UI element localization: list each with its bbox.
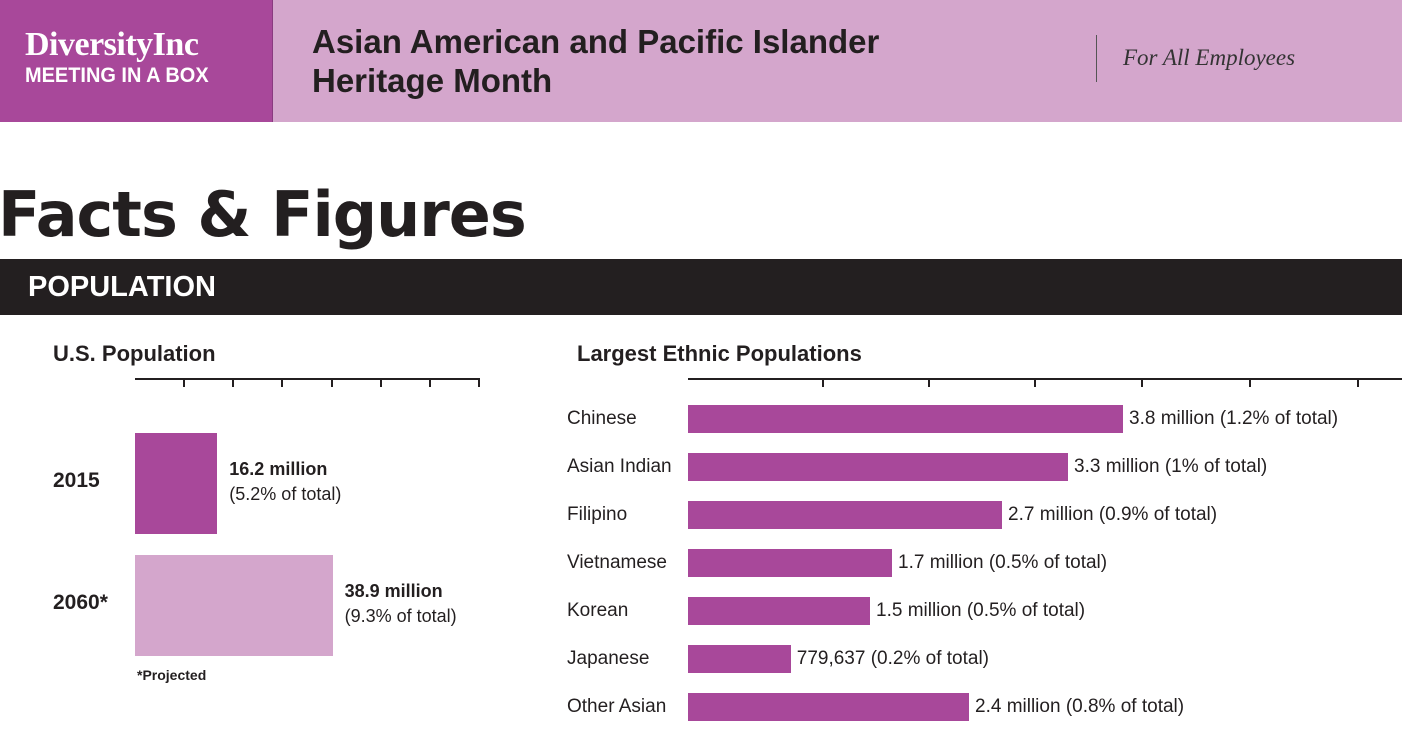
bar bbox=[688, 405, 1123, 433]
x-tick bbox=[428, 378, 431, 387]
x-tick bbox=[1034, 378, 1036, 387]
share: (9.3% of total) bbox=[344, 606, 457, 626]
audience-label: For All Employees bbox=[1123, 45, 1296, 70]
footnote: *Projected bbox=[137, 667, 207, 683]
x-tick bbox=[928, 378, 930, 387]
bar bbox=[688, 693, 969, 721]
x-tick bbox=[183, 378, 186, 387]
category-label: Vietnamese bbox=[567, 552, 667, 573]
category-label: Other Asian bbox=[567, 696, 667, 717]
header-divider bbox=[1096, 35, 1097, 82]
header-title-line2: Heritage Month bbox=[312, 62, 553, 99]
bar-value-label: 1.5 million (0.5% of total) bbox=[876, 600, 1086, 621]
bar bbox=[688, 645, 791, 673]
year-label: 2015 bbox=[53, 469, 100, 492]
header-title: Asian American and Pacific Islander Heri… bbox=[312, 22, 879, 100]
bar-value-label: 3.8 million (1.2% of total) bbox=[1129, 408, 1339, 429]
section-band: POPULATION bbox=[0, 259, 1402, 315]
x-tick bbox=[281, 378, 284, 387]
x-tick bbox=[330, 378, 333, 387]
category-label: Chinese bbox=[567, 408, 637, 429]
bar-value-label: 3.3 million (1% of total) bbox=[1074, 456, 1268, 477]
bar-value-label: 1.7 million (0.5% of total) bbox=[898, 552, 1108, 573]
bar-value-label: 38.9 million (9.3% of total) bbox=[345, 579, 457, 629]
bar-value-label: 16.2 million (5.2% of total) bbox=[229, 457, 341, 507]
x-tick bbox=[1141, 378, 1143, 387]
us-population-title: U.S. Population bbox=[53, 341, 216, 366]
value: 16.2 million bbox=[229, 459, 328, 479]
x-axis bbox=[135, 378, 480, 380]
ethnic-populations-title: Largest Ethnic Populations bbox=[577, 341, 862, 366]
bar bbox=[688, 597, 870, 625]
header-title-line1: Asian American and Pacific Islander bbox=[312, 23, 880, 60]
bar bbox=[688, 501, 1002, 529]
x-axis bbox=[688, 378, 1402, 380]
category-label: Japanese bbox=[567, 648, 650, 669]
logo-brand: DiversityInc bbox=[25, 26, 199, 63]
bar bbox=[135, 555, 333, 656]
logo-subtitle: MEETING IN A BOX bbox=[25, 64, 209, 87]
x-tick bbox=[1249, 378, 1251, 387]
section-title: POPULATION bbox=[28, 271, 216, 303]
bar-value-label: 2.4 million (0.8% of total) bbox=[975, 696, 1185, 717]
value: 38.9 million bbox=[344, 581, 443, 601]
bar bbox=[688, 549, 892, 577]
bar bbox=[135, 433, 218, 534]
x-tick bbox=[379, 378, 382, 387]
bar bbox=[688, 453, 1068, 481]
bar-value-label: 779,637 (0.2% of total) bbox=[796, 648, 989, 669]
x-tick bbox=[232, 378, 235, 387]
x-tick bbox=[478, 378, 480, 387]
share: (5.2% of total) bbox=[229, 484, 342, 504]
logo: DiversityInc MEETING IN A BOX bbox=[0, 0, 273, 122]
x-tick bbox=[822, 378, 824, 387]
category-label: Asian Indian bbox=[567, 456, 672, 477]
bar-value-label: 2.7 million (0.9% of total) bbox=[1008, 504, 1218, 525]
page-title: Facts & Figures bbox=[0, 178, 527, 251]
x-tick bbox=[1357, 378, 1359, 387]
category-label: Korean bbox=[567, 600, 629, 621]
category-label: Filipino bbox=[567, 504, 628, 525]
year-label: 2060* bbox=[53, 591, 108, 614]
